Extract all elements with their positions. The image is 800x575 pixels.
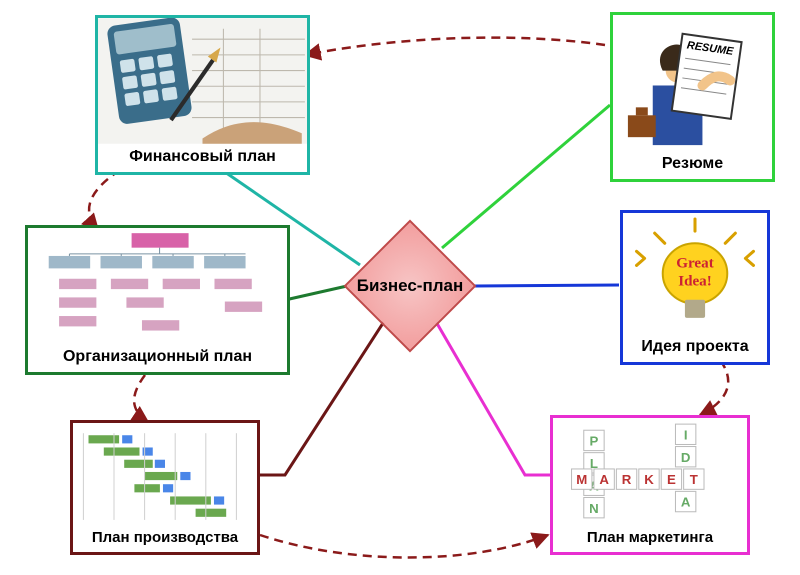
svg-text:Great: Great	[676, 255, 713, 271]
svg-text:A: A	[681, 495, 691, 510]
svg-text:R: R	[622, 472, 632, 487]
svg-text:M: M	[576, 472, 587, 487]
center-label: Бизнес-план	[357, 276, 464, 296]
marketing-illustration: P L A N I D A M A R K E T	[553, 418, 747, 525]
arrow-org-to-prod	[134, 375, 148, 422]
production-label: План производства	[71, 525, 259, 552]
svg-text:Idea!: Idea!	[678, 274, 712, 290]
svg-text:A: A	[599, 472, 609, 487]
svg-text:D: D	[681, 450, 691, 465]
edge-center-to-idea	[475, 285, 619, 286]
edge-center-to-resume	[442, 105, 610, 248]
idea-illustration: Great Idea!	[623, 213, 767, 334]
node-marketing: P L A N I D A M A R K E T План маркетинг…	[550, 415, 750, 555]
resume-illustration: RESUME	[613, 15, 772, 151]
node-org: Организационный план	[25, 225, 290, 375]
arrow-prod-to-market	[260, 535, 548, 558]
edge-center-to-market	[435, 320, 550, 475]
center-node: Бизнес-план	[330, 238, 490, 334]
marketing-label: План маркетинга	[551, 525, 749, 552]
node-idea: Great Idea! Идея проекта	[620, 210, 770, 365]
svg-text:T: T	[690, 472, 698, 487]
finance-illustration	[98, 18, 307, 144]
svg-text:E: E	[667, 472, 676, 487]
arrow-finance-to-org	[89, 170, 120, 230]
svg-text:P: P	[590, 434, 599, 449]
arrow-market-to-idea	[700, 360, 728, 415]
node-resume: RESUME Резюме	[610, 12, 775, 182]
svg-text:K: K	[644, 472, 654, 487]
org-label: Организационный план	[26, 344, 289, 372]
svg-text:I: I	[684, 427, 688, 442]
finance-label: Финансовый план	[96, 144, 309, 172]
idea-label: Идея проекта	[621, 334, 769, 362]
resume-label: Резюме	[611, 151, 774, 179]
org-illustration	[28, 228, 287, 344]
node-production: План производства	[70, 420, 260, 555]
diagram-stage: Бизнес-план	[0, 0, 800, 575]
arrow-resume-to-finance	[305, 38, 605, 55]
node-finance: Финансовый план	[95, 15, 310, 175]
production-illustration	[73, 423, 257, 525]
svg-text:N: N	[589, 501, 599, 516]
